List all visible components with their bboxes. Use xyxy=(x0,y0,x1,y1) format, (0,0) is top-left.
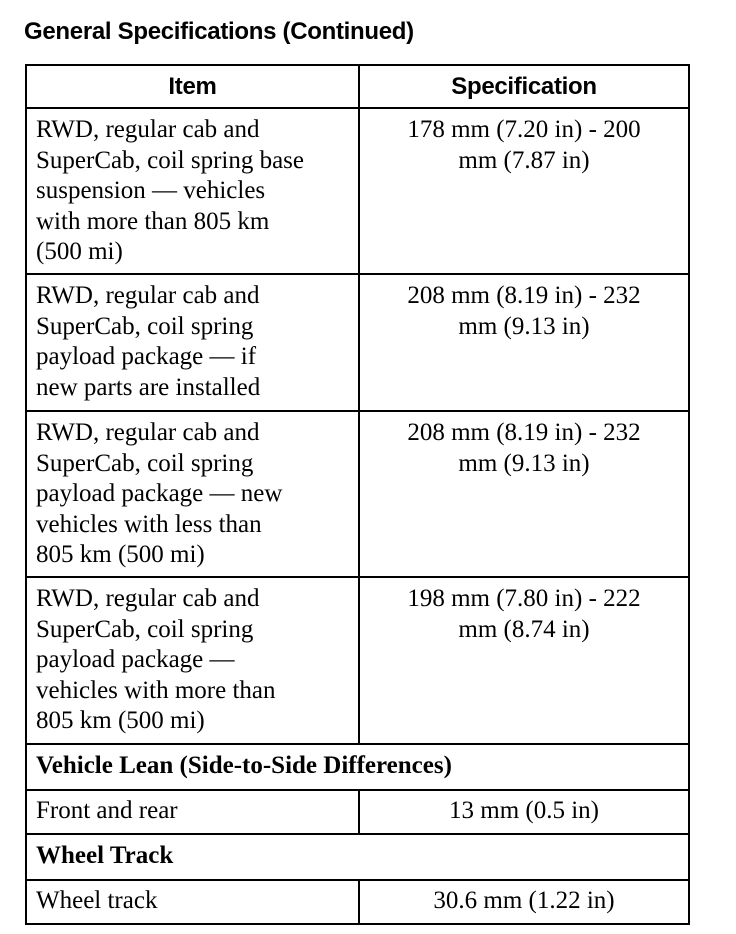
spec-cell: 198 mm (7.80 in) - 222 mm (8.74 in) xyxy=(358,576,690,745)
specifications-table: Item Specification RWD, regular cab and … xyxy=(25,64,690,925)
table-row: RWD, regular cab and SuperCab, coil spri… xyxy=(25,273,690,412)
item-cell: RWD, regular cab and SuperCab, coil spri… xyxy=(25,410,360,578)
item-cell: Wheel track xyxy=(25,879,360,925)
table-row: Front and rear 13 mm (0.5 in) xyxy=(25,789,690,835)
section-row: Vehicle Lean (Side-to-Side Differences) xyxy=(25,743,690,791)
section-heading-vehicle-lean: Vehicle Lean (Side-to-Side Differences) xyxy=(25,743,690,791)
column-header-specification: Specification xyxy=(358,64,690,109)
section-row: Wheel Track xyxy=(25,833,690,881)
page-title: General Specifications (Continued) xyxy=(24,18,414,45)
section-heading-wheel-track: Wheel Track xyxy=(25,833,690,881)
item-cell: RWD, regular cab and SuperCab, coil spri… xyxy=(25,576,360,745)
item-cell: Front and rear xyxy=(25,789,360,835)
table-row: RWD, regular cab and SuperCab, coil spri… xyxy=(25,410,690,578)
item-cell: RWD, regular cab and SuperCab, coil spri… xyxy=(25,107,360,275)
table-row: RWD, regular cab and SuperCab, coil spri… xyxy=(25,576,690,745)
table-row: RWD, regular cab and SuperCab, coil spri… xyxy=(25,107,690,275)
spec-cell: 178 mm (7.20 in) - 200 mm (7.87 in) xyxy=(358,107,690,275)
table-header-row: Item Specification xyxy=(25,64,690,109)
column-header-item: Item xyxy=(25,64,360,109)
spec-cell: 208 mm (8.19 in) - 232 mm (9.13 in) xyxy=(358,273,690,412)
table-row: Wheel track 30.6 mm (1.22 in) xyxy=(25,879,690,925)
spec-cell: 208 mm (8.19 in) - 232 mm (9.13 in) xyxy=(358,410,690,578)
item-cell: RWD, regular cab and SuperCab, coil spri… xyxy=(25,273,360,412)
spec-cell: 13 mm (0.5 in) xyxy=(358,789,690,835)
spec-cell: 30.6 mm (1.22 in) xyxy=(358,879,690,925)
